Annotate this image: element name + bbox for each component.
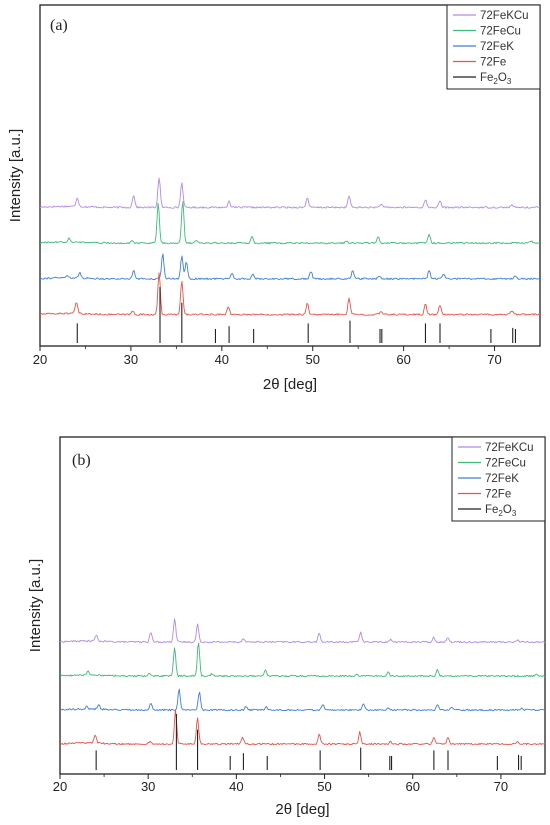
x-axis-title: 2θ [deg]: [275, 801, 329, 818]
panel-label: (a): [50, 17, 68, 34]
legend-box: [446, 4, 541, 90]
x-tick-label: 50: [317, 779, 331, 794]
legend-label: 72FeCu: [480, 26, 521, 38]
plot-frame: [39, 4, 541, 347]
panel-label: (b): [72, 452, 91, 469]
legend-label: 72FeKCu: [485, 442, 534, 454]
series-line-72fecu: [39, 201, 541, 245]
y-axis-title: Intensity [a.u.]: [7, 129, 24, 222]
legend-label: 72Fe: [485, 489, 511, 501]
series-line-72fek: [39, 253, 541, 281]
series-line-72fekcu: [39, 177, 541, 209]
x-tick-label: 20: [53, 779, 67, 794]
x-tick-label: 70: [494, 779, 508, 794]
series-line-72fecu: [59, 642, 546, 678]
x-tick-label: 40: [215, 352, 229, 367]
panel-a: 20 30 40 50 60 70 2θ [deg] Intensity [a.u.] (a) 7…: [7, 4, 541, 393]
legend-box: [451, 436, 546, 522]
panel-b: 20 30 40 50 60 70 2θ [deg] Intensity [a.u.] (b) 7…: [27, 436, 546, 818]
x-tick-label: 60: [396, 352, 410, 367]
legend-label: 72FeK: [480, 41, 514, 53]
x-tick-label: 40: [229, 779, 243, 794]
legend-label: Fe2O3: [480, 72, 512, 86]
legend: 72FeKCu 72FeCu 72FeK 72Fe Fe2O3: [451, 436, 546, 522]
x-tick-label: 30: [141, 779, 155, 794]
x-tick-label: 70: [487, 352, 501, 367]
legend-label: Fe2O3: [485, 504, 517, 518]
series-line-72fe: [39, 272, 541, 316]
x-tick-label: 30: [124, 352, 138, 367]
series-line-72fe: [59, 709, 546, 746]
legend-label: 72FeK: [485, 473, 519, 485]
series-line-72fek: [59, 688, 546, 712]
legend: 72FeKCu 72FeCu 72FeK 72Fe Fe2O3: [446, 4, 541, 90]
legend-label: 72FeCu: [485, 458, 526, 470]
legend-label: 72Fe: [480, 57, 506, 69]
y-axis-title: Intensity [a.u.]: [27, 559, 44, 652]
legend-label: 72FeKCu: [480, 10, 529, 22]
x-tick-label: 20: [33, 352, 47, 367]
plot-frame: [59, 436, 546, 775]
series-line-72fekcu: [59, 618, 546, 644]
x-tick-label: 60: [405, 779, 419, 794]
x-tick-label: 50: [305, 352, 319, 367]
x-axis-title: 2θ [deg]: [263, 376, 317, 393]
